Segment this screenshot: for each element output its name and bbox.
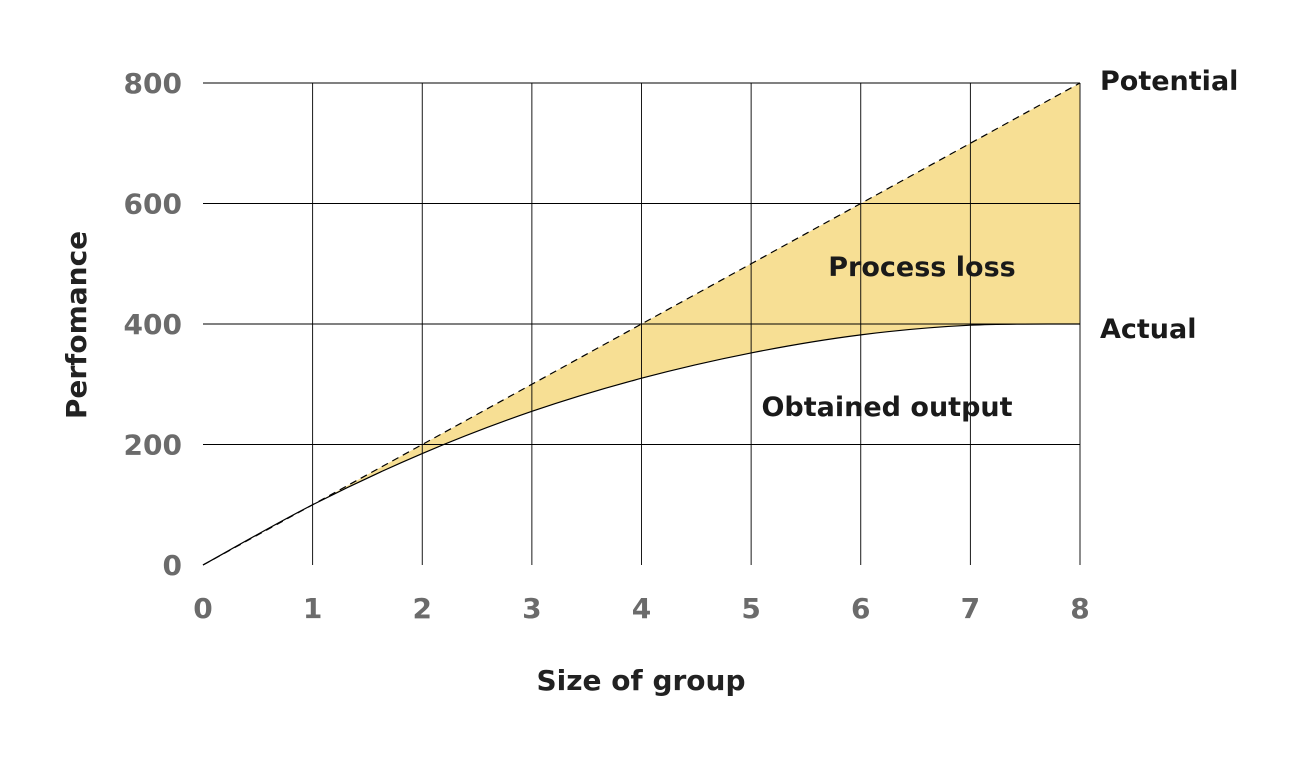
x-tick-label: 6 [851, 592, 870, 625]
y-tick-label: 400 [124, 308, 182, 341]
obtained-output-label: Obtained output [761, 392, 1012, 423]
x-tick-label: 8 [1070, 592, 1089, 625]
y-tick-labels: 0 200 400 600 800 [124, 67, 182, 582]
x-tick-label: 2 [413, 592, 432, 625]
x-axis-title: Size of group [536, 664, 745, 697]
y-tick-label: 0 [163, 549, 182, 582]
x-tick-label: 1 [303, 592, 322, 625]
y-tick-label: 800 [124, 67, 182, 100]
grid [203, 82, 1081, 565]
x-tick-label: 7 [961, 592, 980, 625]
potential-line [202, 82, 1081, 566]
y-tick-label: 600 [124, 188, 182, 221]
x-tick-labels: 0 1 2 3 4 5 6 7 8 [193, 592, 1089, 625]
process-loss-label: Process loss [828, 252, 1015, 283]
potential-series-label: Potential [1100, 66, 1238, 97]
x-tick-label: 3 [522, 592, 541, 625]
actual-series-label: Actual [1100, 314, 1197, 345]
y-axis-title: Perfomance [60, 231, 93, 419]
y-tick-label: 200 [124, 429, 182, 462]
x-tick-label: 0 [193, 592, 212, 625]
actual-line [202, 323, 1081, 566]
x-tick-label: 5 [741, 592, 760, 625]
x-tick-label: 4 [632, 592, 651, 625]
